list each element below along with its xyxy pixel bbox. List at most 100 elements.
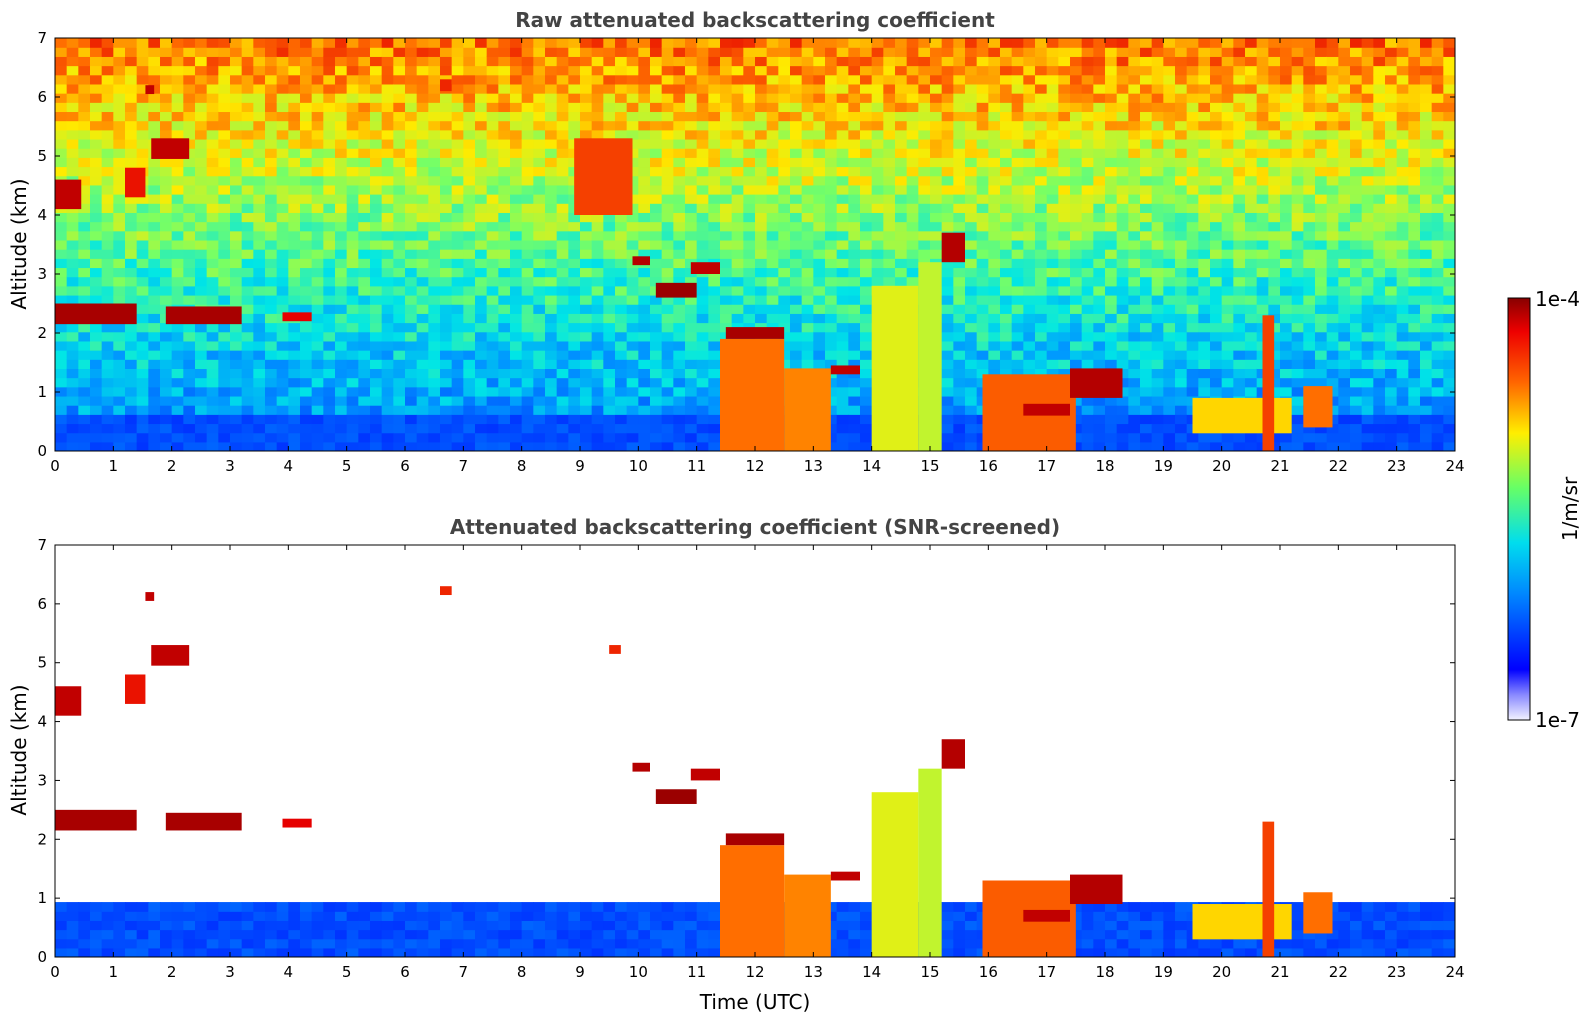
heatmap-cell [976, 350, 989, 360]
heatmap-cell [1175, 386, 1188, 397]
heatmap-cell [556, 38, 569, 48]
heatmap-cell [230, 377, 243, 388]
heatmap-cell [358, 267, 371, 278]
heatmap-cell [860, 405, 873, 415]
heatmap-cell [766, 157, 779, 168]
heatmap-cell [1163, 267, 1176, 278]
heatmap-cell [1081, 65, 1094, 76]
heatmap-cell [440, 331, 453, 342]
heatmap-cell [125, 414, 138, 425]
heatmap-cell [160, 395, 173, 406]
heatmap-cell [825, 194, 838, 204]
heatmap-cell [626, 249, 639, 259]
heatmap-cell [1081, 111, 1094, 122]
heatmap-cell [1303, 423, 1316, 434]
heatmap-cell [696, 203, 709, 213]
heatmap-cell [661, 74, 674, 85]
heatmap-cell [300, 414, 313, 425]
heatmap-cell [55, 414, 68, 425]
heatmap-cell [230, 359, 243, 369]
heatmap-cell [1035, 157, 1048, 168]
heatmap-cell [1315, 111, 1328, 122]
heatmap-cell [206, 175, 219, 186]
heatmap-cell [230, 83, 243, 94]
heatmap-cell [1303, 212, 1316, 223]
heatmap-cell [930, 83, 943, 94]
heatmap-cell [650, 212, 663, 223]
heatmap-cell [311, 258, 324, 269]
heatmap-cell [1035, 129, 1048, 140]
heatmap-cell [300, 368, 313, 379]
heatmap-cell [1035, 65, 1048, 76]
heatmap-cell [171, 212, 184, 223]
heatmap-cell [778, 359, 791, 369]
heatmap-cell [1245, 111, 1258, 122]
heatmap-cell [708, 405, 721, 415]
heatmap-cell [696, 368, 709, 379]
heatmap-cell [1291, 285, 1304, 296]
heatmap-cell [1035, 221, 1048, 232]
heatmap-cell [638, 276, 651, 287]
heatmap-cell [136, 111, 149, 122]
heatmap-cell [1000, 276, 1013, 287]
heatmap-cell [580, 38, 593, 48]
heatmap-cell [1163, 212, 1176, 223]
heatmap-cell [778, 175, 791, 186]
heatmap-cell [953, 340, 966, 351]
heatmap-cell [335, 432, 348, 443]
heatmap-cell [918, 111, 931, 122]
heatmap-cell [615, 294, 628, 305]
heatmap-cell [941, 350, 954, 360]
heatmap-cell [1221, 285, 1234, 296]
heatmap-cell [1221, 386, 1234, 397]
heatmap-cell [136, 340, 149, 351]
heatmap-cell [1093, 47, 1106, 57]
heatmap-cell [1070, 120, 1083, 131]
heatmap-cell [766, 111, 779, 122]
heatmap-cell [393, 102, 406, 113]
heatmap-cell [1070, 423, 1083, 434]
heatmap-cell [720, 148, 733, 158]
heatmap-cell [1291, 386, 1304, 397]
heatmap-cell [66, 230, 79, 241]
heatmap-cell [498, 285, 511, 296]
heatmap-cell [883, 102, 896, 113]
heatmap-cell [405, 423, 418, 434]
heatmap-cell [1221, 230, 1234, 241]
heatmap-cell [1151, 157, 1164, 168]
heatmap-cell [475, 120, 488, 131]
heatmap-cell [195, 83, 208, 94]
heatmap-cell [545, 203, 558, 213]
heatmap-cell [463, 294, 476, 305]
heatmap-cell [930, 249, 943, 259]
heatmap-cell [440, 350, 453, 360]
heatmap-cell [370, 423, 383, 434]
heatmap-cell [510, 322, 523, 333]
heatmap-cell [311, 441, 324, 451]
heatmap-cell [615, 322, 628, 333]
heatmap-cell [300, 386, 313, 397]
heatmap-cell [1011, 102, 1024, 113]
heatmap-cell [533, 267, 546, 278]
heatmap-cell [276, 56, 289, 67]
heatmap-cell [1303, 331, 1316, 342]
heatmap-cell [381, 203, 394, 213]
heatmap-cell [288, 368, 301, 379]
heatmap-cell [183, 423, 196, 434]
heatmap-cell [253, 138, 266, 149]
heatmap-cell [801, 184, 814, 195]
heatmap-cell [568, 368, 581, 379]
heatmap-cell [1058, 350, 1071, 360]
heatmap-cell [428, 83, 441, 94]
heatmap-cell [230, 194, 243, 204]
heatmap-cell [1105, 74, 1118, 85]
heatmap-cell [1128, 423, 1141, 434]
heatmap-cell [650, 120, 663, 131]
heatmap-cell [276, 111, 289, 122]
heatmap-cell [766, 203, 779, 213]
heatmap-cell [463, 230, 476, 241]
heatmap-cell [790, 258, 803, 269]
heatmap-cell [1023, 83, 1036, 94]
heatmap-cell [906, 65, 919, 76]
heatmap-cell [638, 138, 651, 149]
